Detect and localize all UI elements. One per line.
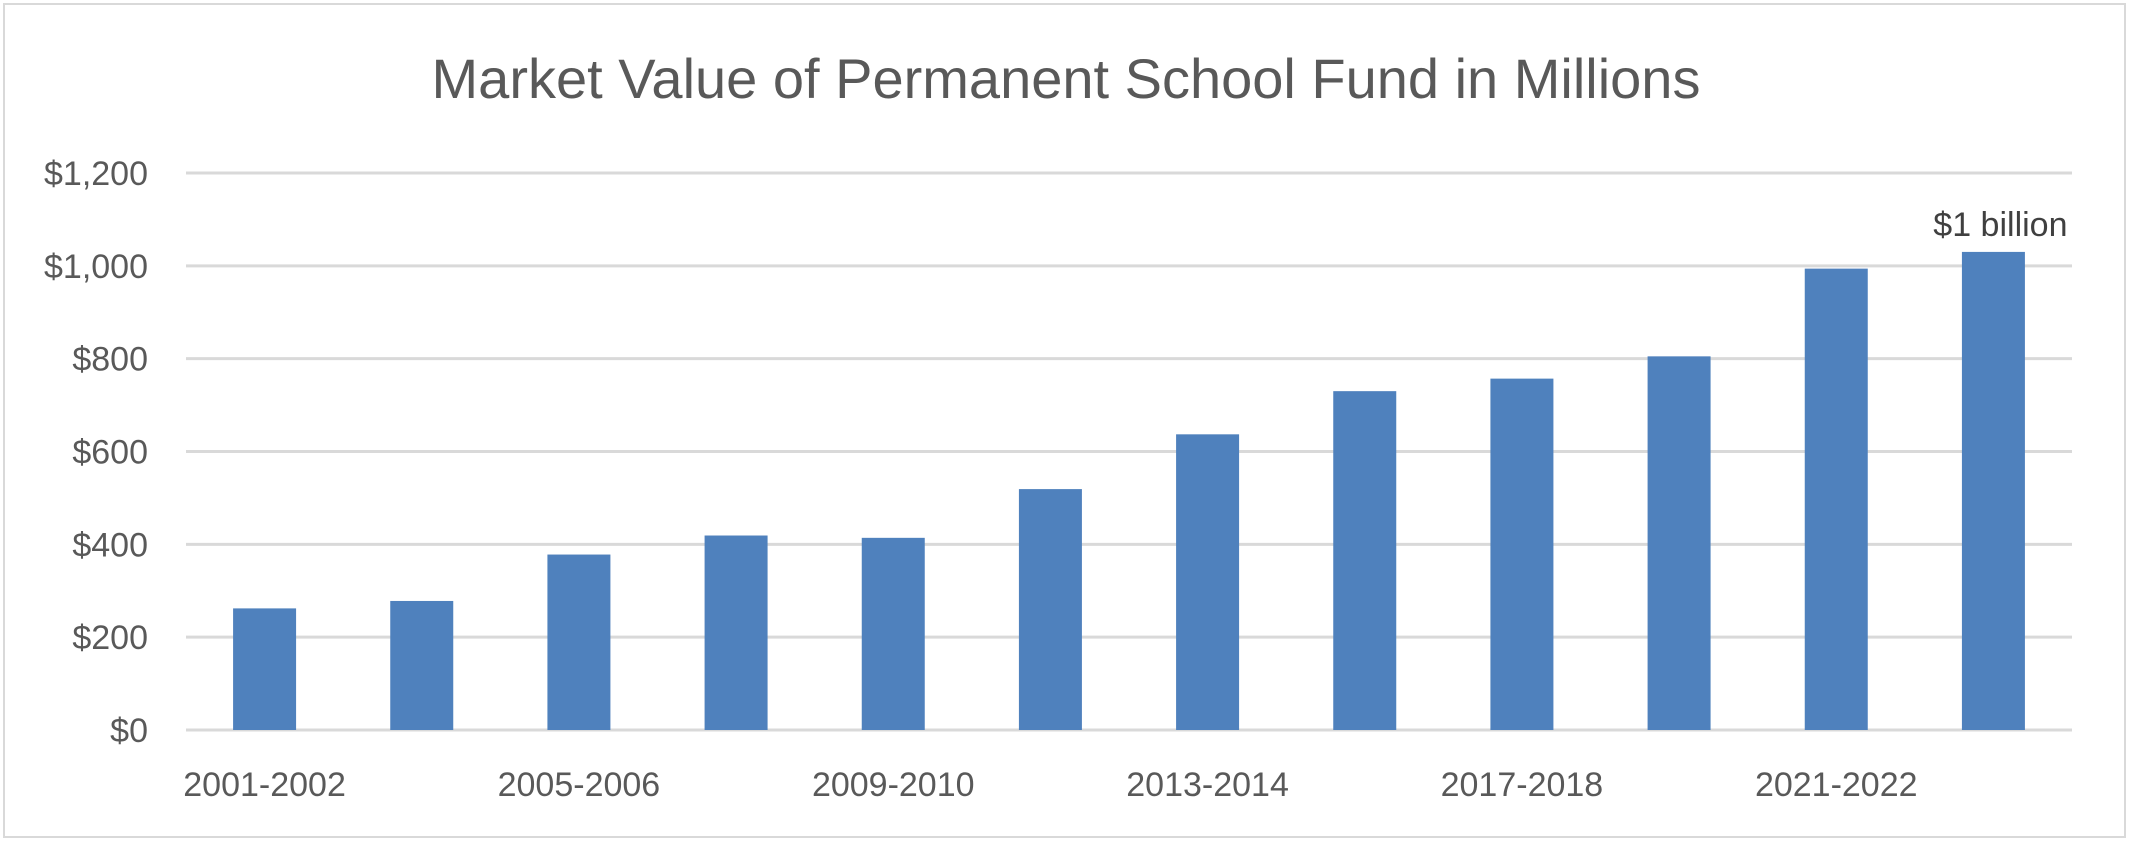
bar-2011-2012 (1018, 489, 1082, 730)
bar-2007-2008 (704, 535, 768, 730)
x-tick-label: 2013-2014 (1126, 766, 1289, 804)
bar-2009-2010 (861, 537, 925, 730)
y-tick-label: $0 (110, 712, 148, 750)
gridlines (186, 171, 2072, 732)
x-tick-label: 2021-2022 (1755, 766, 1918, 804)
y-tick-label: $1,000 (44, 248, 148, 286)
y-tick-label: $400 (72, 526, 148, 564)
bar-2003-2004 (390, 600, 454, 730)
x-axis-ticks: 2001-2002 2005-2006 2009-2010 2013-2014 2017… (183, 766, 1917, 804)
annotations: $1 billion (1933, 206, 2067, 244)
y-tick-label: $200 (72, 619, 148, 657)
y-axis-ticks: $0 $200 $400 $600 $800 $1,000 $1,200 (44, 155, 148, 750)
x-tick-label: 2005-2006 (498, 766, 661, 804)
bar-2005-2006 (547, 554, 611, 730)
bar-2019-2020 (1647, 356, 1711, 730)
bar-2017-2018 (1490, 378, 1554, 730)
x-tick-label: 2017-2018 (1441, 766, 1604, 804)
x-tick-label: 2001-2002 (183, 766, 346, 804)
chart-title: Market Value of Permanent School Fund in… (432, 47, 1701, 110)
y-tick-label: $600 (72, 434, 148, 472)
bar-2023-2024 (1961, 251, 2025, 731)
bar-2015-2016 (1333, 391, 1397, 730)
bar-2001-2002 (233, 608, 297, 730)
y-tick-label: $1,200 (44, 155, 148, 193)
bar-2013-2014 (1176, 434, 1240, 730)
bar-2021-2022 (1804, 268, 1868, 730)
y-tick-label: $800 (72, 341, 148, 379)
data-label-annotation: $1 billion (1933, 206, 2067, 244)
bars (233, 251, 2025, 731)
x-tick-label: 2009-2010 (812, 766, 975, 804)
